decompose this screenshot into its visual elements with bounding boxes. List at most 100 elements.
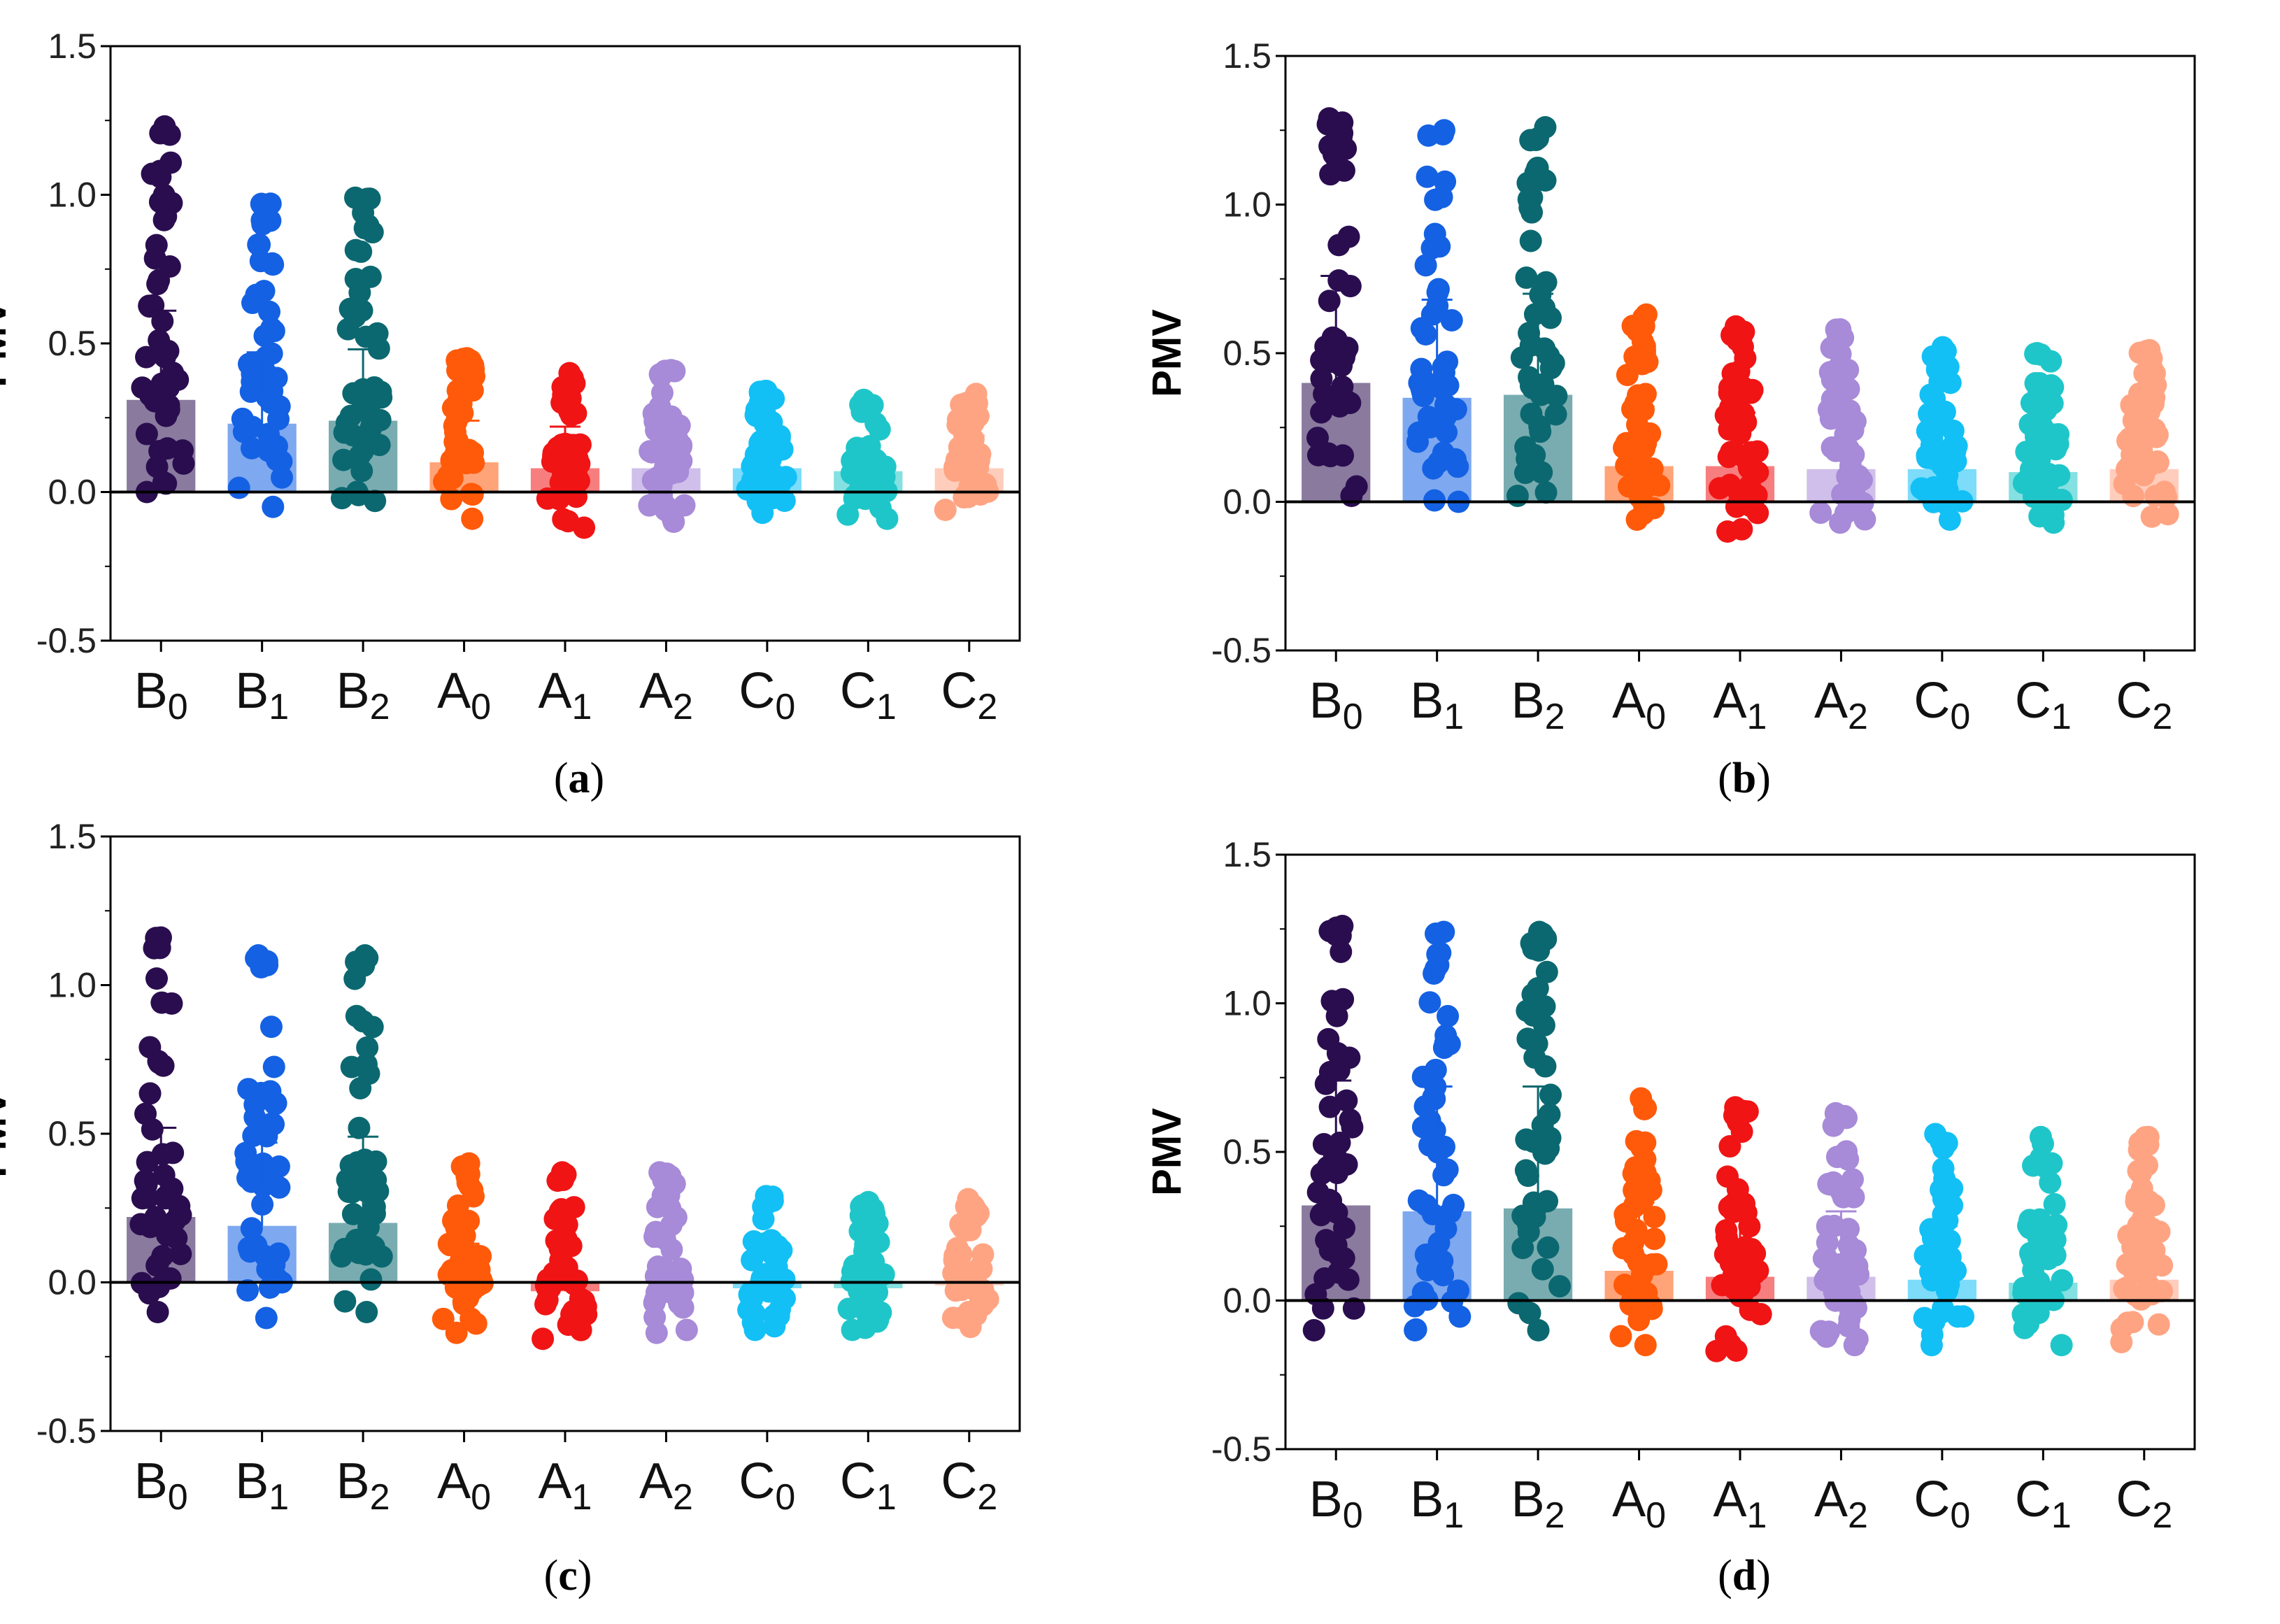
data-point bbox=[965, 392, 988, 415]
data-point bbox=[864, 1261, 888, 1284]
data-point bbox=[135, 1173, 158, 1196]
data-point bbox=[640, 441, 663, 464]
y-tick-label: 0.0 bbox=[48, 1263, 97, 1302]
data-point bbox=[1417, 124, 1440, 147]
data-point bbox=[255, 1306, 278, 1330]
data-point bbox=[257, 383, 280, 406]
data-point bbox=[2037, 483, 2060, 506]
data-point bbox=[1738, 1215, 1761, 1238]
data-point bbox=[2120, 394, 2143, 417]
data-point bbox=[356, 1036, 379, 1059]
data-point bbox=[1337, 225, 1360, 248]
data-point bbox=[675, 1318, 698, 1341]
data-point bbox=[2145, 425, 2168, 448]
data-point bbox=[1837, 1174, 1860, 1197]
x-tick-label: C1 bbox=[2015, 1472, 2072, 1536]
data-point bbox=[145, 455, 169, 478]
data-point bbox=[1936, 464, 1959, 487]
data-point bbox=[343, 306, 366, 329]
data-point bbox=[1536, 1190, 1559, 1213]
data-point bbox=[253, 325, 276, 348]
data-point bbox=[1415, 1194, 1438, 1217]
data-point bbox=[350, 460, 373, 483]
data-point bbox=[363, 1202, 386, 1225]
data-point bbox=[671, 1281, 694, 1304]
data-point bbox=[2141, 1218, 2164, 1241]
data-point bbox=[1424, 188, 1447, 211]
data-point bbox=[1423, 1119, 1446, 1142]
y-axis-title: PMV bbox=[0, 299, 15, 387]
data-point bbox=[1527, 127, 1550, 150]
data-point bbox=[771, 438, 794, 461]
data-point bbox=[2156, 503, 2179, 526]
data-point bbox=[351, 440, 374, 463]
data-point bbox=[439, 1234, 462, 1257]
data-point bbox=[1519, 229, 1542, 252]
data-point bbox=[1521, 983, 1544, 1006]
data-point bbox=[748, 380, 771, 404]
data-point bbox=[967, 1296, 990, 1319]
data-point bbox=[1718, 1135, 1741, 1158]
data-point bbox=[442, 1209, 465, 1232]
data-point bbox=[1919, 425, 1942, 448]
data-point bbox=[1518, 196, 1541, 219]
data-point bbox=[752, 1208, 775, 1231]
data-point bbox=[2135, 339, 2158, 362]
data-point bbox=[1847, 1263, 1870, 1286]
data-point bbox=[742, 1230, 765, 1253]
data-point bbox=[1421, 413, 1444, 436]
data-point bbox=[744, 443, 767, 466]
data-point bbox=[1837, 358, 1860, 381]
data-point bbox=[1841, 1291, 1865, 1314]
data-point bbox=[1818, 1173, 1841, 1196]
panel-c-chart: 1.5 1.0 0.5 0.0 -0.5 PMV B0 B1 B2 A0 A1 A2 C0 C1 C2 bbox=[0, 817, 1021, 1518]
y-tick-label: 1.5 bbox=[1223, 36, 1271, 76]
data-point bbox=[1319, 163, 1342, 186]
data-point bbox=[1719, 1333, 1742, 1356]
data-point bbox=[341, 1202, 364, 1225]
data-point bbox=[553, 1225, 576, 1248]
data-point bbox=[1317, 442, 1340, 465]
data-point bbox=[1625, 1218, 1648, 1241]
data-point bbox=[1623, 1193, 1646, 1216]
data-point bbox=[1515, 266, 1538, 290]
data-point bbox=[1318, 1060, 1341, 1083]
data-point bbox=[546, 1169, 569, 1192]
data-point bbox=[1935, 1132, 1958, 1155]
data-point bbox=[648, 395, 671, 418]
data-point bbox=[2143, 386, 2166, 409]
data-point bbox=[654, 499, 677, 522]
data-point bbox=[243, 1106, 266, 1129]
data-point bbox=[1330, 940, 1353, 963]
data-point bbox=[1631, 1281, 1654, 1304]
data-point bbox=[2125, 1186, 2148, 1209]
y-axis-title: PMV bbox=[0, 1090, 15, 1178]
data-point bbox=[145, 234, 168, 257]
x-tick-label: B2 bbox=[336, 663, 390, 727]
data-point bbox=[2051, 1269, 2074, 1292]
data-point bbox=[841, 1260, 864, 1283]
data-point bbox=[1424, 923, 1447, 946]
data-point bbox=[1431, 1249, 1454, 1272]
data-point bbox=[245, 1234, 268, 1257]
data-point bbox=[1737, 457, 1760, 480]
panel-b-caption: (b) bbox=[1718, 755, 1771, 802]
data-point bbox=[873, 465, 896, 488]
data-point bbox=[1524, 162, 1547, 185]
data-point bbox=[1825, 318, 1848, 341]
data-point bbox=[2039, 350, 2062, 373]
data-point bbox=[135, 346, 158, 369]
data-point bbox=[150, 991, 173, 1014]
data-point bbox=[156, 437, 179, 460]
data-point bbox=[1730, 325, 1753, 348]
data-point bbox=[1434, 1024, 1458, 1047]
x-tick-label: C1 bbox=[2015, 673, 2072, 737]
data-point bbox=[569, 433, 592, 456]
data-point bbox=[755, 1190, 778, 1213]
data-point bbox=[135, 422, 158, 446]
data-point bbox=[1743, 1262, 1766, 1285]
data-point bbox=[1411, 380, 1434, 404]
data-point bbox=[1432, 361, 1455, 384]
data-point bbox=[1535, 960, 1558, 983]
